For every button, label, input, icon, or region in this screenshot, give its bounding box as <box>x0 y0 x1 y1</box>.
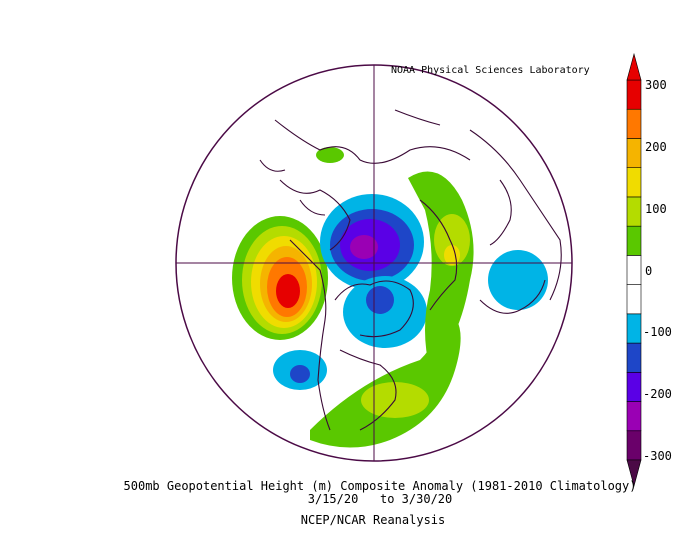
data-source: NCEP/NCAR Reanalysis <box>300 513 446 527</box>
colorbar-segment <box>626 401 642 432</box>
positive-anomaly-small <box>316 147 344 163</box>
positive-anomaly-gulf-of-alaska <box>232 216 328 340</box>
colorbar-segment <box>626 372 642 402</box>
colorbar-tick-label: -200 <box>643 387 672 402</box>
coastlines <box>259 109 562 431</box>
colorbar-segment <box>626 342 642 373</box>
colorbar-segment <box>626 138 642 168</box>
colorbar-min-arrow <box>626 459 642 488</box>
map-title: 500mb Geopotential Height (m) Composite … <box>123 479 637 493</box>
colorbar-segment <box>626 255 642 285</box>
map-boundary <box>175 64 573 462</box>
colorbar-segment <box>626 196 642 227</box>
negative-anomaly-eurasia <box>488 250 548 310</box>
colorbar-segment <box>626 167 642 198</box>
colorbar-max-arrow <box>626 52 642 81</box>
colorbar-segment <box>626 430 642 461</box>
negative-anomaly-canada <box>343 276 427 348</box>
credit-label: NOAA Physical Sciences Laboratory <box>391 65 590 76</box>
colorbar-segment <box>626 284 642 315</box>
date-range: 3/15/20 to 3/30/20 <box>307 492 453 506</box>
colorbar-tick-label: -100 <box>643 325 672 340</box>
colorbar-tick-label: 100 <box>645 201 667 216</box>
colorbar-tick-label: 0 <box>645 263 653 278</box>
colorbar-segment <box>626 79 642 110</box>
colorbar <box>626 52 642 488</box>
anomaly-fields <box>232 147 548 448</box>
colorbar-tick-label: 200 <box>645 139 667 154</box>
negative-anomaly-pacific <box>273 350 327 390</box>
negative-anomaly-polar <box>320 194 424 290</box>
colorbar-segment <box>626 313 642 344</box>
colorbar-segment <box>626 225 642 256</box>
colorbar-segment <box>626 108 642 139</box>
colorbar-tick-label: 300 <box>645 78 667 92</box>
colorbar-tick-label: -300 <box>643 449 672 463</box>
meridian-lines <box>176 65 572 461</box>
